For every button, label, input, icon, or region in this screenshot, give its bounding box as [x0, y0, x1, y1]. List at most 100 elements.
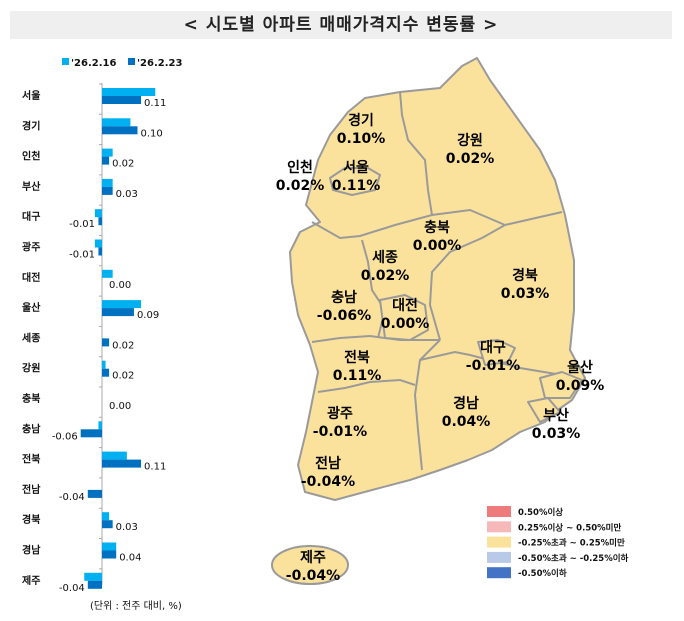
- data-label: -0.06: [52, 431, 78, 442]
- category-label: 대구: [22, 210, 40, 223]
- category-label: 제주: [22, 574, 40, 587]
- region-value: -0.01%: [313, 424, 367, 440]
- region-name: 광주: [327, 405, 353, 422]
- category-label: 경남: [22, 544, 41, 557]
- data-label: -0.01: [69, 219, 95, 230]
- bar-prev: [102, 269, 113, 278]
- region-seoul: [329, 167, 381, 196]
- data-label: 0.09: [137, 310, 159, 321]
- category-label: 인천: [22, 150, 40, 163]
- region-value: 0.03%: [501, 286, 550, 302]
- data-label: -0.04: [59, 583, 85, 594]
- bar-prev: [102, 451, 127, 460]
- bar-prev: [98, 421, 102, 430]
- bar-curr: [102, 459, 142, 468]
- legend-color-swatch: [487, 521, 511, 533]
- region-name: 서울: [343, 159, 369, 176]
- region-value: 0.03%: [532, 426, 581, 442]
- region-value: -0.04%: [286, 568, 340, 584]
- bar-prev: [102, 542, 117, 551]
- region-name: 충북: [424, 220, 450, 236]
- data-label: 0.11: [144, 462, 166, 473]
- legend-color-swatch: [487, 536, 511, 548]
- region-border: [311, 208, 563, 240]
- region-value: -0.06%: [317, 308, 371, 324]
- data-label: 0.02: [112, 371, 134, 382]
- region-value: 0.02%: [361, 268, 410, 284]
- region-value: -0.04%: [301, 474, 355, 490]
- category-label: 전북: [22, 453, 40, 466]
- category-label: 충남: [22, 422, 41, 435]
- bar-curr: [102, 550, 117, 559]
- category-label: 대전: [22, 271, 40, 284]
- category-label: 광주: [22, 242, 40, 254]
- region-name: 부산: [543, 407, 569, 424]
- bar-curr: [102, 520, 113, 529]
- region-name: 세종: [372, 250, 398, 266]
- bar-curr: [98, 247, 102, 256]
- data-label: 0.00: [109, 280, 131, 291]
- region-name: 대구: [480, 340, 506, 356]
- region-jeju: [271, 545, 349, 585]
- bar-prev: [94, 209, 102, 218]
- region-name: 경기: [348, 112, 374, 129]
- category-label: 부산: [22, 180, 41, 193]
- legend-label: '26.2.23: [137, 58, 182, 69]
- bar-prev: [102, 512, 110, 521]
- category-label: 충북: [22, 392, 40, 405]
- data-label: 0.04: [119, 553, 141, 564]
- region-name: 충남: [331, 289, 357, 306]
- legend-range-label: -0.50%초과 ~ -0.25%이하: [518, 553, 629, 564]
- page-title: < 시도별 아파트 매매가격지수 변동률 >: [10, 11, 672, 39]
- data-label: -0.04: [59, 492, 85, 503]
- region-value: 0.02%: [276, 178, 325, 194]
- legend-range-label: -0.50%이하: [518, 568, 567, 579]
- data-label: 0.00: [109, 401, 131, 412]
- region-ulsan: [539, 371, 583, 399]
- bar-curr: [102, 186, 113, 195]
- legend-range-label: 0.50%이상: [518, 507, 563, 518]
- region-value: 0.00%: [381, 316, 430, 332]
- region-name: 경남: [453, 395, 479, 412]
- region-name: 인천: [287, 159, 313, 176]
- region-border: [428, 224, 506, 341]
- bar-curr: [102, 126, 138, 135]
- bar-curr: [102, 368, 110, 377]
- region-value: 0.04%: [442, 414, 491, 430]
- region-value: 0.10%: [337, 131, 386, 147]
- region-value: -0.01%: [466, 358, 520, 374]
- region-border: [413, 339, 441, 471]
- bar-prev: [102, 360, 106, 369]
- region-value: 0.11%: [332, 178, 381, 194]
- category-label: 서울: [22, 89, 40, 102]
- category-label: 울산: [22, 301, 41, 314]
- region-name: 대전: [392, 297, 418, 314]
- bar-curr: [98, 217, 102, 226]
- bar-prev: [102, 88, 156, 96]
- region-value: 0.09%: [556, 378, 605, 394]
- bar-curr: [102, 96, 142, 104]
- region-busan: [527, 397, 561, 423]
- data-label: -0.01: [69, 250, 95, 261]
- legend-color-swatch: [487, 551, 511, 563]
- bar-curr: [102, 308, 134, 317]
- region-name: 강원: [457, 132, 483, 149]
- data-label: 0.03: [116, 522, 138, 533]
- bar-curr: [102, 338, 110, 347]
- data-label: 0.02: [112, 340, 134, 351]
- bar-prev: [94, 239, 102, 248]
- region-name: 제주: [300, 550, 326, 566]
- unit-note: (단위 : 전주 대비, %): [90, 599, 182, 612]
- region-border: [311, 334, 440, 343]
- region-border: [399, 91, 433, 216]
- legend-range-label: 0.25%이상 ~ 0.50%미만: [518, 522, 621, 533]
- region-border: [317, 378, 416, 393]
- data-label: 0.10: [141, 128, 163, 139]
- data-label: 0.02: [112, 159, 134, 170]
- region-border: [419, 350, 563, 376]
- legend-range-label: -0.25%초과 ~ 0.25%미만: [518, 538, 625, 549]
- category-label: 경북: [22, 513, 40, 526]
